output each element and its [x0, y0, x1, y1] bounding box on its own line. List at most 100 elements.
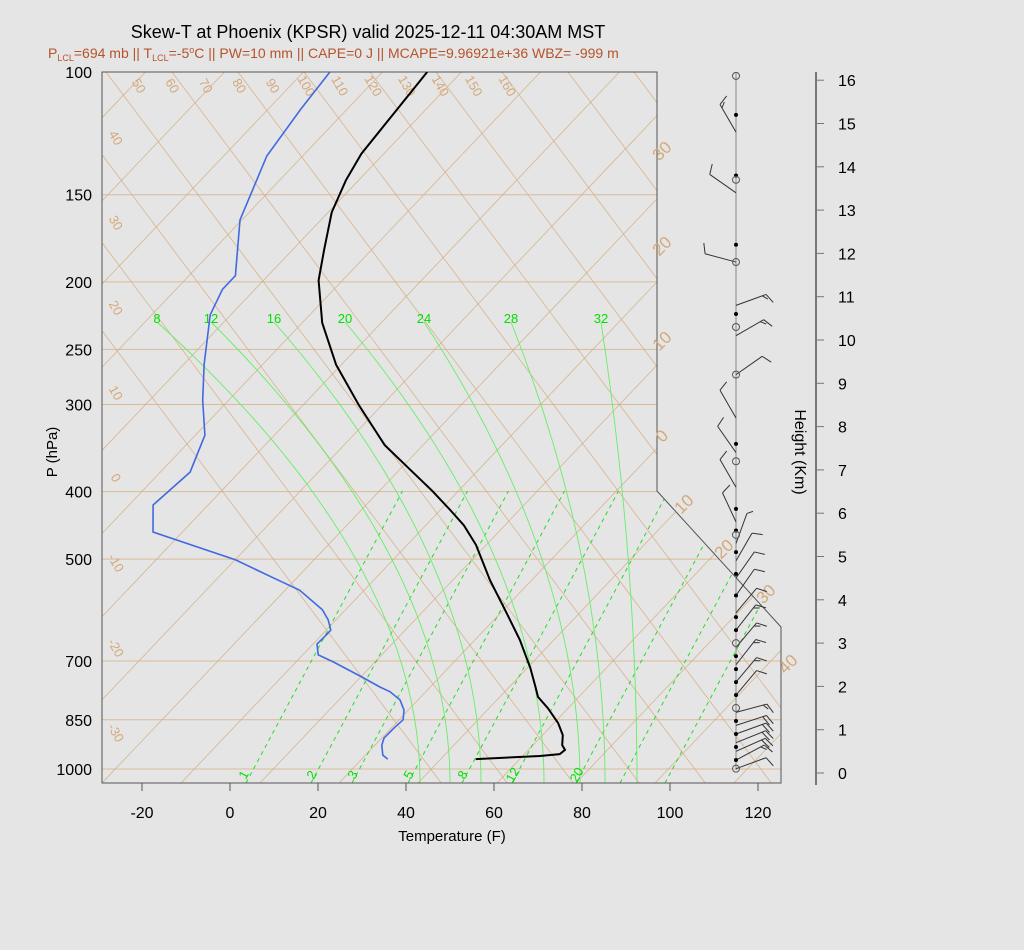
wind-barb-flag [766, 715, 774, 725]
moist-adiabat-label: 32 [594, 311, 608, 326]
wind-barb-flag [719, 95, 728, 105]
height-tick-label: 12 [838, 246, 856, 263]
dewpoint-line [152, 72, 405, 760]
mixing-ratio-line [619, 490, 777, 783]
x-tick-label: -20 [130, 805, 153, 822]
isotherm-label-right: 0 [652, 426, 672, 446]
height-marker-open [732, 764, 740, 773]
isotherm-label-top: 80 [229, 76, 249, 96]
isotherm-line [102, 72, 304, 783]
wind-barb-flag [764, 737, 774, 747]
height-tick-label: 9 [838, 376, 847, 393]
isotherm-label-top: 150 [462, 73, 486, 99]
height-marker-filled [734, 615, 738, 620]
height-marker-open [732, 323, 740, 332]
wind-barb-flag [765, 722, 774, 732]
isotherm-line [654, 72, 781, 783]
isotherm-label-left: 40 [106, 128, 126, 148]
height-tick-label: 6 [838, 506, 847, 523]
y-axis-label: P (hPa) [44, 427, 61, 478]
isotherm-line [102, 72, 383, 783]
x-tick-label: 60 [485, 805, 503, 822]
y-tick-label: 1000 [56, 762, 92, 779]
isotherm-label-right: 30 [649, 138, 676, 165]
wind-barb [735, 757, 767, 770]
height-marker-filled [734, 571, 738, 576]
wind-barb-flag [754, 551, 765, 555]
height-tick-label: 1 [838, 723, 847, 740]
isotherm-line [102, 72, 699, 783]
wind-barb [735, 657, 757, 683]
wind-barb [735, 587, 757, 614]
wind-barb [717, 426, 737, 453]
wind-barb [735, 737, 766, 752]
wind-barb-flag [763, 744, 773, 753]
wind-barbs [703, 71, 774, 773]
isotherm-line [417, 72, 781, 783]
wind-barb [735, 730, 766, 744]
wind-barb-flag [756, 587, 767, 593]
mixing-ratio-label: 20 [566, 765, 586, 785]
dry-adiabat-line [633, 72, 781, 783]
height-tick-label: 16 [838, 73, 856, 90]
x-tick-label: 40 [397, 805, 415, 822]
wind-barb-flag [760, 746, 767, 750]
height-marker-open [732, 639, 740, 648]
height-tick-label: 0 [838, 766, 847, 783]
dry-adiabat-line [102, 72, 442, 783]
mixing-ratio-line [407, 490, 565, 783]
chart-subtitle: PLCL=694 mb || TLCL=-5oC || PW=10 mm || … [48, 45, 619, 63]
height-marker-open [732, 175, 740, 184]
wind-barb-flag [762, 716, 770, 726]
height-tick-label: 13 [838, 203, 856, 220]
wind-barb-flag [762, 295, 769, 300]
wind-barb [735, 604, 757, 631]
isotherm-line [102, 72, 541, 783]
wind-barb-flag [763, 319, 773, 327]
isotherm-label-diag: 40 [775, 651, 802, 678]
isotherm-label-diag: 30 [753, 581, 780, 608]
height-marker-filled [734, 312, 738, 317]
sounding-lines [152, 72, 567, 761]
mixing-ratio-label: 3 [344, 768, 361, 782]
height-tick-label: 3 [838, 636, 847, 653]
height-marker-filled [734, 745, 738, 750]
isotherm-label-left: 20 [106, 298, 126, 318]
moist-adiabat-line [344, 321, 545, 783]
wind-barb [735, 293, 767, 306]
dry-adiabat-line [898, 72, 1024, 783]
wind-barb [719, 389, 737, 419]
height-marker-open [732, 370, 740, 379]
wind-barb [735, 513, 748, 544]
height-marker-open [732, 71, 740, 80]
wind-barb [735, 551, 755, 579]
wind-barb-flag [721, 101, 725, 109]
height-marker-filled [734, 654, 738, 659]
height-marker-filled [734, 506, 738, 511]
height-tick-label: 11 [838, 290, 855, 307]
height-marker-filled [734, 242, 738, 247]
mixing-ratio-label: 12 [502, 765, 522, 785]
isotherm-label-top: 70 [196, 76, 216, 96]
height-tick-label: 15 [838, 117, 856, 134]
isotherm-label-top: 160 [495, 73, 519, 99]
wind-barb-flag [746, 510, 754, 514]
isotherm-label-left: -30 [105, 721, 127, 745]
mixing-ratio-line [511, 490, 669, 783]
moist-adiabat-line [423, 321, 581, 783]
dry-adiabat-line [171, 72, 706, 783]
isotherm-line [102, 72, 462, 783]
height-tick-label: 4 [838, 593, 847, 610]
height-marker-filled [734, 719, 738, 724]
wind-barb [735, 355, 763, 376]
dry-adiabat-line [102, 72, 508, 783]
dry-adiabat-line [964, 72, 1024, 783]
height-marker-filled [734, 758, 738, 763]
mixing-ratio-label: 1 [235, 768, 252, 782]
dry-adiabat-line [435, 72, 781, 783]
dry-adiabat-line [832, 72, 1024, 783]
moist-adiabat-line [510, 321, 606, 783]
y-tick-label: 500 [65, 552, 92, 569]
wind-barb [719, 459, 737, 488]
